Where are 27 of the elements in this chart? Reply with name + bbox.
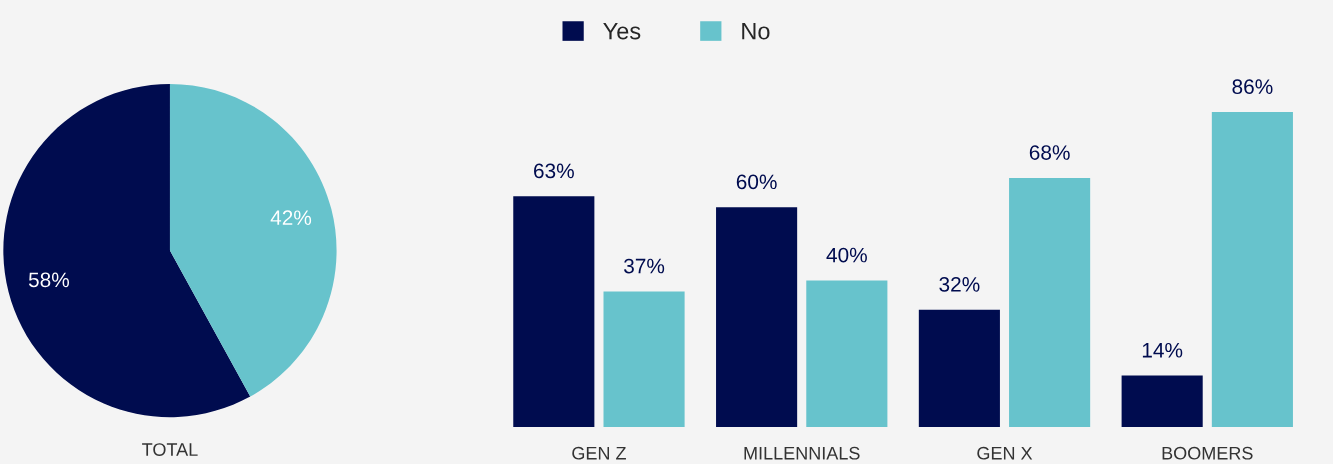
bar [513,196,595,427]
x-tick-label: GEN Z [572,446,626,460]
x-tick-label: MILLENNIALS [744,446,860,460]
data-label: 58% [28,272,70,288]
bar [603,291,685,427]
pie-slice [169,83,337,397]
bar [1009,177,1091,427]
text: TOTAL [142,443,198,456]
bar [918,309,1000,427]
x-tick-label: BOOMERS [1162,446,1253,460]
data-label: 63% [534,163,574,179]
bar [1211,112,1293,427]
data-label: 40% [826,247,867,263]
data-label: 86% [1232,79,1273,95]
data-label: 32% [939,276,980,292]
pie-slice [3,83,251,418]
legend-label: Yes [603,22,641,40]
data-label: 37% [624,258,665,274]
data-label: 68% [1029,145,1070,160]
data-label: 14% [1142,342,1183,358]
data-label: 42% [270,210,312,225]
bar [806,280,888,427]
legend-label: No [742,22,770,40]
data-label: 60% [736,174,777,190]
bar [1121,375,1203,427]
bar [716,207,798,427]
x-tick-label: GEN X [977,446,1033,460]
